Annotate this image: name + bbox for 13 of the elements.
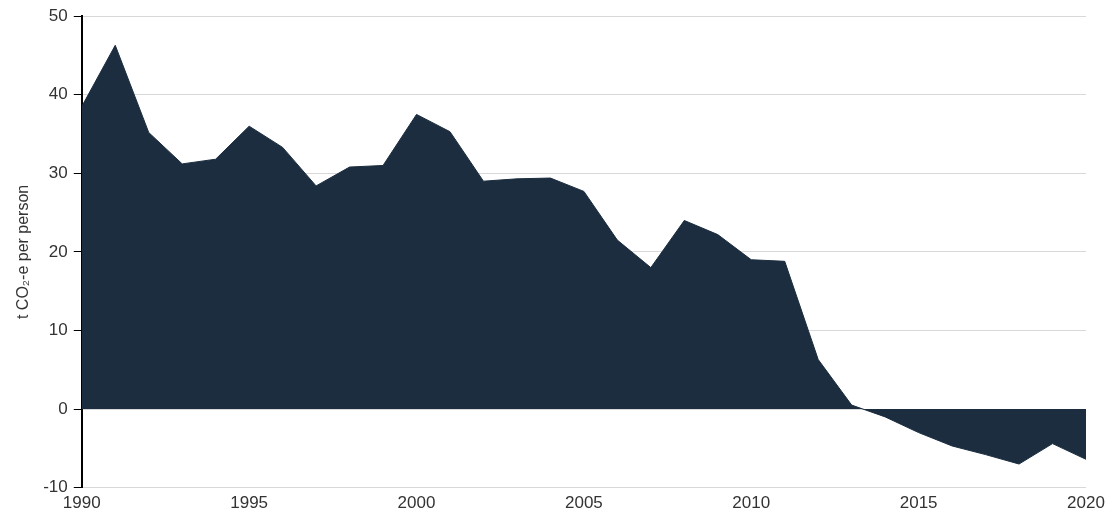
y-tick-label: 20 <box>48 241 68 261</box>
x-tick-label: 2015 <box>899 493 938 513</box>
y-tick-label: 10 <box>48 320 68 340</box>
x-tick-label: 1995 <box>230 493 269 513</box>
x-tick-label: 2000 <box>397 493 436 513</box>
x-tick-label: 2010 <box>732 493 771 513</box>
x-tick-label: 2020 <box>1067 493 1105 513</box>
y-tick-label: 0 <box>58 398 68 418</box>
y-tick-label: 30 <box>48 163 68 183</box>
x-tick-label: 2005 <box>564 493 603 513</box>
y-axis-title: t CO₂-e per person <box>14 184 32 320</box>
y-tick-label: 50 <box>48 5 68 25</box>
y-tick-label: 40 <box>48 84 68 104</box>
